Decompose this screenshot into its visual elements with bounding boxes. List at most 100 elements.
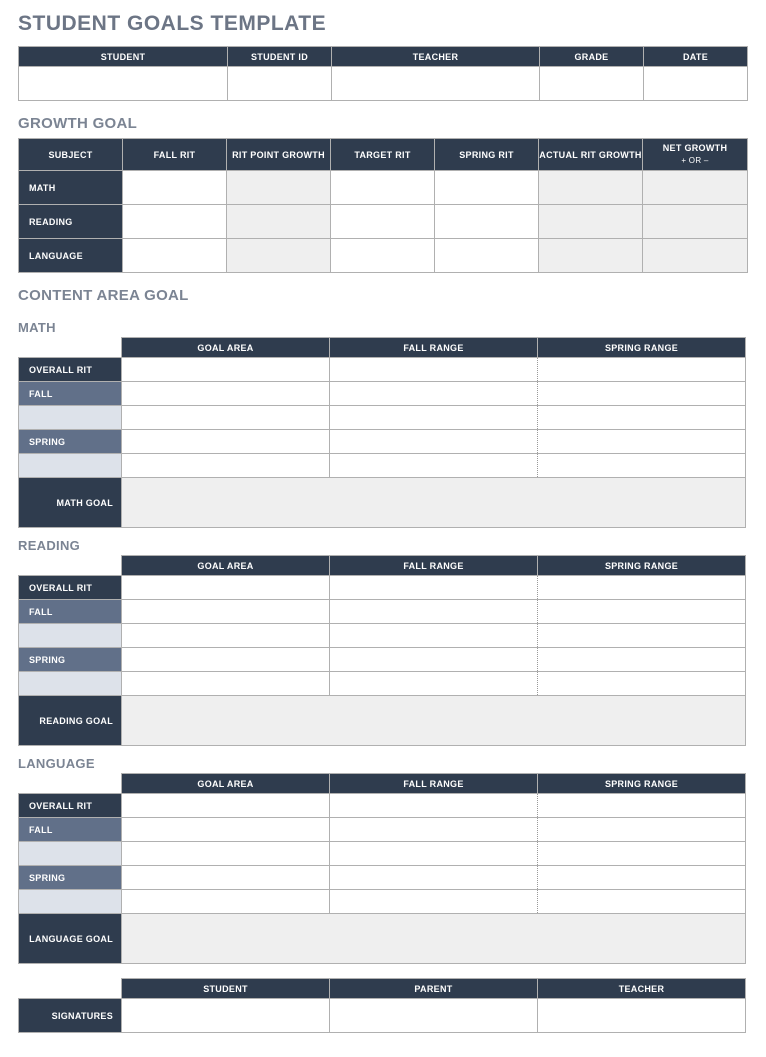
cell[interactable] (330, 430, 538, 454)
cell[interactable] (538, 358, 746, 382)
cell[interactable] (122, 624, 330, 648)
cell[interactable] (330, 818, 538, 842)
cell[interactable] (538, 866, 746, 890)
cell[interactable] (227, 205, 331, 239)
language-goal-cell[interactable] (122, 914, 746, 964)
cell[interactable] (538, 672, 746, 696)
cell[interactable] (122, 890, 330, 914)
cell[interactable] (539, 171, 643, 205)
cell[interactable] (123, 205, 227, 239)
content-area-goal-title: CONTENT AREA GOAL (18, 287, 748, 304)
cell[interactable] (330, 648, 538, 672)
cell[interactable] (330, 358, 538, 382)
cell[interactable] (538, 382, 746, 406)
sig-teacher-cell[interactable] (538, 999, 746, 1033)
row-blank (19, 406, 122, 430)
cell[interactable] (538, 624, 746, 648)
cell[interactable] (331, 239, 435, 273)
col-target-rit: TARGET RIT (331, 139, 435, 171)
cell[interactable] (538, 600, 746, 624)
cell[interactable] (435, 239, 539, 273)
cell[interactable] (538, 454, 746, 478)
row-blank (19, 454, 122, 478)
math-goal-cell[interactable] (122, 478, 746, 528)
cell[interactable] (122, 818, 330, 842)
col-fall-range: FALL RANGE (330, 338, 538, 358)
cell[interactable] (330, 406, 538, 430)
cell[interactable] (227, 239, 331, 273)
cell-grade[interactable] (540, 67, 644, 101)
cell[interactable] (122, 406, 330, 430)
cell[interactable] (539, 205, 643, 239)
cell[interactable] (330, 624, 538, 648)
cell[interactable] (122, 454, 330, 478)
cell[interactable] (538, 430, 746, 454)
cell[interactable] (123, 171, 227, 205)
cell[interactable] (330, 866, 538, 890)
cell[interactable] (643, 205, 748, 239)
cell-student-id[interactable] (228, 67, 332, 101)
cell[interactable] (122, 866, 330, 890)
cell[interactable] (122, 600, 330, 624)
col-sig-teacher: TEACHER (538, 979, 746, 999)
cell[interactable] (122, 430, 330, 454)
cell[interactable] (330, 454, 538, 478)
col-goal-area: GOAL AREA (122, 774, 330, 794)
cell[interactable] (122, 794, 330, 818)
cell[interactable] (538, 818, 746, 842)
cell[interactable] (122, 576, 330, 600)
cell[interactable] (538, 890, 746, 914)
col-teacher: TEACHER (332, 47, 540, 67)
content-reading-table: GOAL AREA FALL RANGE SPRING RANGE OVERAL… (18, 555, 746, 746)
sig-parent-cell[interactable] (330, 999, 538, 1033)
cell[interactable] (330, 576, 538, 600)
cell[interactable] (331, 205, 435, 239)
col-fall-rit: FALL RIT (123, 139, 227, 171)
cell[interactable] (123, 239, 227, 273)
cell[interactable] (330, 600, 538, 624)
cell[interactable] (538, 576, 746, 600)
row-spring: SPRING (19, 430, 122, 454)
cell-student[interactable] (19, 67, 228, 101)
sig-student-cell[interactable] (122, 999, 330, 1033)
cell[interactable] (122, 648, 330, 672)
row-label-reading: READING (19, 205, 123, 239)
growth-row-reading: READING (19, 205, 748, 239)
cell-teacher[interactable] (332, 67, 540, 101)
row-spring: SPRING (19, 866, 122, 890)
cell[interactable] (538, 794, 746, 818)
cell[interactable] (330, 794, 538, 818)
row-blank (19, 842, 122, 866)
cell[interactable] (538, 648, 746, 672)
row-overall-rit: OVERALL RIT (19, 794, 122, 818)
cell[interactable] (122, 358, 330, 382)
col-spring-range: SPRING RANGE (538, 556, 746, 576)
cell[interactable] (435, 171, 539, 205)
cell[interactable] (538, 406, 746, 430)
reading-subtitle: READING (18, 538, 121, 553)
cell[interactable] (643, 171, 748, 205)
row-spring: SPRING (19, 648, 122, 672)
col-fall-range: FALL RANGE (330, 556, 538, 576)
cell[interactable] (330, 382, 538, 406)
reading-goal-cell[interactable] (122, 696, 746, 746)
cell[interactable] (122, 842, 330, 866)
col-actual-rit-growth: ACTUAL RIT GROWTH (539, 139, 643, 171)
cell[interactable] (539, 239, 643, 273)
cell[interactable] (122, 672, 330, 696)
cell[interactable] (435, 205, 539, 239)
row-label-language: LANGUAGE (19, 239, 123, 273)
net-growth-sub: + OR – (681, 156, 708, 165)
cell[interactable] (330, 842, 538, 866)
cell[interactable] (330, 890, 538, 914)
spacer (19, 556, 122, 576)
col-date: DATE (644, 47, 748, 67)
cell[interactable] (643, 239, 748, 273)
cell[interactable] (538, 842, 746, 866)
cell[interactable] (122, 382, 330, 406)
language-subtitle: LANGUAGE (18, 756, 121, 771)
cell[interactable] (330, 672, 538, 696)
cell[interactable] (227, 171, 331, 205)
cell[interactable] (331, 171, 435, 205)
cell-date[interactable] (644, 67, 748, 101)
